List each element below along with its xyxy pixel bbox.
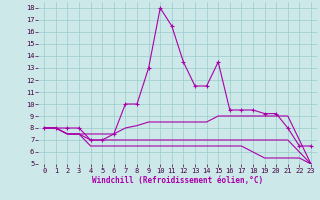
X-axis label: Windchill (Refroidissement éolien,°C): Windchill (Refroidissement éolien,°C) — [92, 176, 263, 185]
